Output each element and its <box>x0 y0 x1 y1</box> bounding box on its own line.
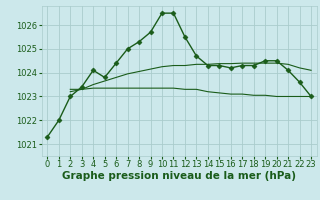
X-axis label: Graphe pression niveau de la mer (hPa): Graphe pression niveau de la mer (hPa) <box>62 171 296 181</box>
